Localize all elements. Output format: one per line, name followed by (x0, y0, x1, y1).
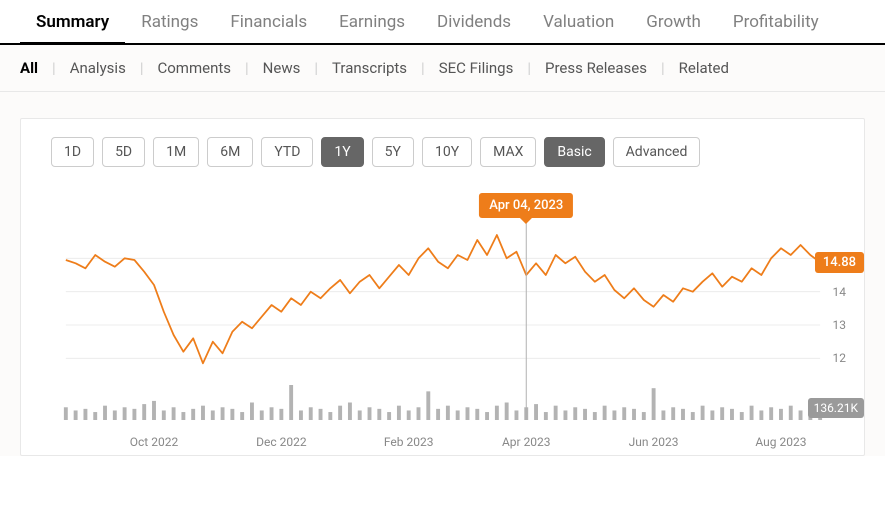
sub-tab-related[interactable]: Related (679, 59, 729, 77)
price-chart[interactable]: 12131415Oct 2022Dec 2022Feb 2023Apr 2023… (21, 185, 864, 445)
divider: | (527, 59, 531, 77)
sub-tab-transcripts[interactable]: Transcripts (332, 59, 407, 77)
sub-tab-press-releases[interactable]: Press Releases (545, 59, 647, 77)
range-buttons: 1D 5D 1M 6M YTD 1Y 5Y 10Y MAX Basic Advanced (21, 137, 864, 185)
range-btn-1m[interactable]: 1M (153, 137, 199, 167)
sub-tab-comments[interactable]: Comments (157, 59, 231, 77)
range-btn-basic[interactable]: Basic (544, 137, 604, 167)
range-btn-1y[interactable]: 1Y (321, 137, 363, 167)
range-btn-advanced[interactable]: Advanced (613, 137, 701, 167)
divider: | (661, 59, 665, 77)
sub-tab-all[interactable]: All (20, 59, 38, 77)
main-tab-valuation[interactable]: Valuation (527, 0, 630, 45)
divider: | (421, 59, 425, 77)
main-tab-profitability[interactable]: Profitability (717, 0, 835, 45)
sub-tabs: All | Analysis | Comments | News | Transcripts | S… (0, 45, 885, 92)
main-tab-ratings[interactable]: Ratings (125, 0, 214, 45)
x-axis-label: Feb 2023 (384, 435, 434, 449)
divider: | (245, 59, 249, 77)
x-axis-label: Apr 2023 (502, 435, 551, 449)
volume-badge: 136.21K (808, 398, 864, 418)
main-tab-summary[interactable]: Summary (20, 0, 125, 45)
y-axis-label: 14 (833, 285, 847, 299)
range-btn-ytd[interactable]: YTD (261, 137, 313, 167)
y-axis-label: 12 (833, 351, 847, 365)
chart-panel: 1D 5D 1M 6M YTD 1Y 5Y 10Y MAX Basic Advanced 12 13 1… (20, 118, 865, 456)
divider: | (140, 59, 144, 77)
range-btn-5y[interactable]: 5Y (372, 137, 414, 167)
hover-date-tooltip: Apr 04, 2023 (479, 193, 573, 218)
divider: | (52, 59, 56, 77)
main-tab-financials[interactable]: Financials (214, 0, 323, 45)
main-tab-growth[interactable]: Growth (630, 0, 717, 45)
range-btn-6m[interactable]: 6M (207, 137, 253, 167)
x-axis-label: Oct 2022 (130, 435, 178, 449)
sub-tab-news[interactable]: News (263, 59, 301, 77)
range-btn-10y[interactable]: 10Y (422, 137, 472, 167)
main-tabs: SummaryRatingsFinancialsEarningsDividend… (0, 0, 885, 45)
chart-area: 1D 5D 1M 6M YTD 1Y 5Y 10Y MAX Basic Advanced 12 13 1… (0, 92, 885, 456)
x-axis-label: Dec 2022 (256, 435, 306, 449)
main-tab-earnings[interactable]: Earnings (323, 0, 421, 45)
main-tab-dividends[interactable]: Dividends (421, 0, 527, 45)
range-btn-1d[interactable]: 1D (51, 137, 94, 167)
x-axis-label: Aug 2023 (755, 435, 806, 449)
divider: | (314, 59, 318, 77)
y-axis-label: 13 (833, 318, 847, 332)
range-btn-5d[interactable]: 5D (102, 137, 145, 167)
last-price-badge: 14.88 (815, 252, 864, 273)
sub-tab-analysis[interactable]: Analysis (70, 59, 126, 77)
range-btn-max[interactable]: MAX (480, 137, 536, 167)
x-axis-label: Jun 2023 (629, 435, 679, 449)
sub-tab-sec-filings[interactable]: SEC Filings (439, 59, 514, 77)
